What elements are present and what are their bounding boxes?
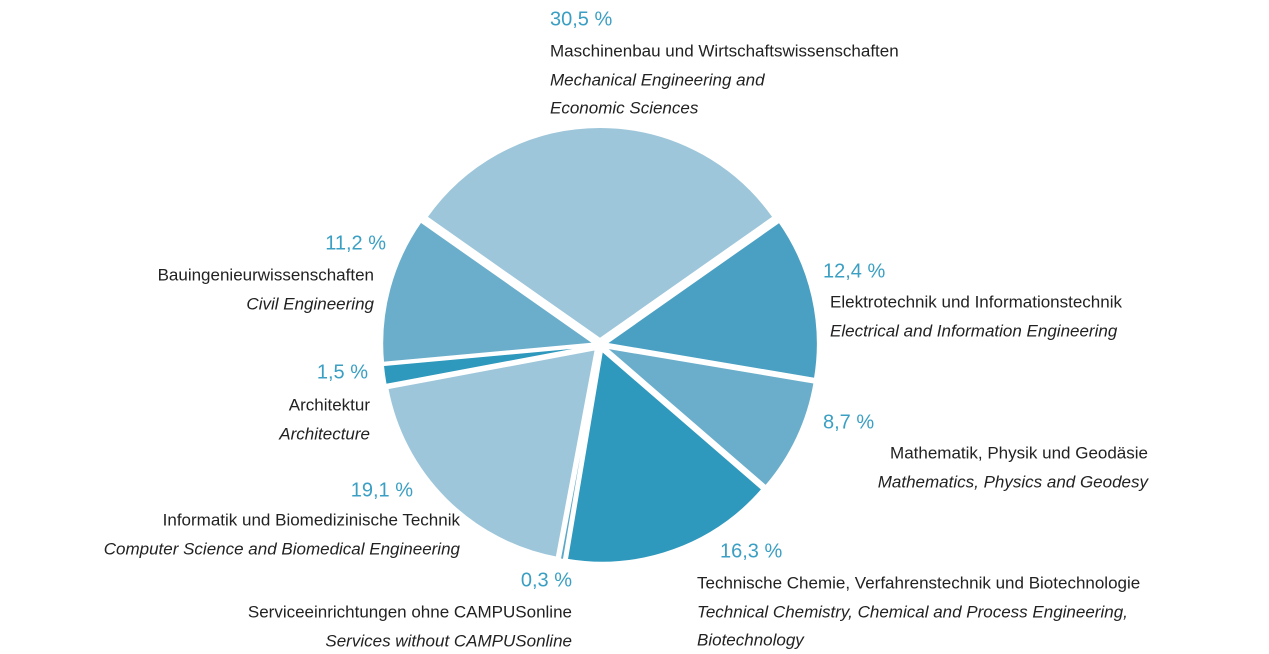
category-label: Maschinenbau und Wirtschaftswissenschaft…: [550, 41, 899, 60]
category-label: Architektur: [289, 395, 371, 414]
category-label-en: Mathematics, Physics and Geodesy: [878, 472, 1150, 491]
value-label: 12,4 %: [823, 260, 885, 282]
value-label: 30,5 %: [550, 8, 612, 30]
pie-slice: [602, 345, 816, 488]
category-label-en: Technical Chemistry, Chemical and Proces…: [697, 602, 1128, 621]
category-label-en: Computer Science and Biomedical Engineer…: [104, 539, 461, 558]
category-label-en: Economic Sciences: [550, 98, 699, 117]
pie-slice: [425, 126, 775, 341]
pie-slice: [603, 220, 819, 380]
value-label: 19,1 %: [351, 479, 413, 501]
pie-slice: [558, 350, 600, 562]
value-label: 16,3 %: [720, 540, 782, 562]
category-label: Bauingenieurwissenschaften: [158, 265, 374, 284]
category-label: Serviceeinrichtungen ohne CAMPUSonline: [248, 602, 572, 621]
category-label: Technische Chemie, Verfahrenstechnik und…: [697, 573, 1140, 592]
value-label: 8,7 %: [823, 411, 874, 433]
category-label: Elektrotechnik und Informationstechnik: [830, 292, 1122, 311]
category-label-en: Services without CAMPUSonline: [325, 631, 572, 650]
pie-slice: [565, 348, 764, 564]
pie-slice: [381, 220, 598, 364]
category-label-en: Architecture: [278, 424, 370, 443]
value-label: 1,5 %: [317, 361, 368, 383]
category-label-en: Mechanical Engineering and: [550, 70, 765, 89]
pie-slice: [386, 347, 598, 559]
value-label: 0,3 %: [521, 569, 572, 591]
category-label: Informatik und Biomedizinische Technik: [163, 510, 461, 529]
category-label-en: Biotechnology: [697, 630, 805, 649]
category-label-en: Electrical and Information Engineering: [830, 321, 1118, 340]
value-label: 11,2 %: [325, 232, 386, 254]
pie-slice: [381, 344, 595, 387]
category-label-en: Civil Engineering: [246, 294, 374, 313]
category-label: Mathematik, Physik und Geodäsie: [890, 443, 1148, 462]
